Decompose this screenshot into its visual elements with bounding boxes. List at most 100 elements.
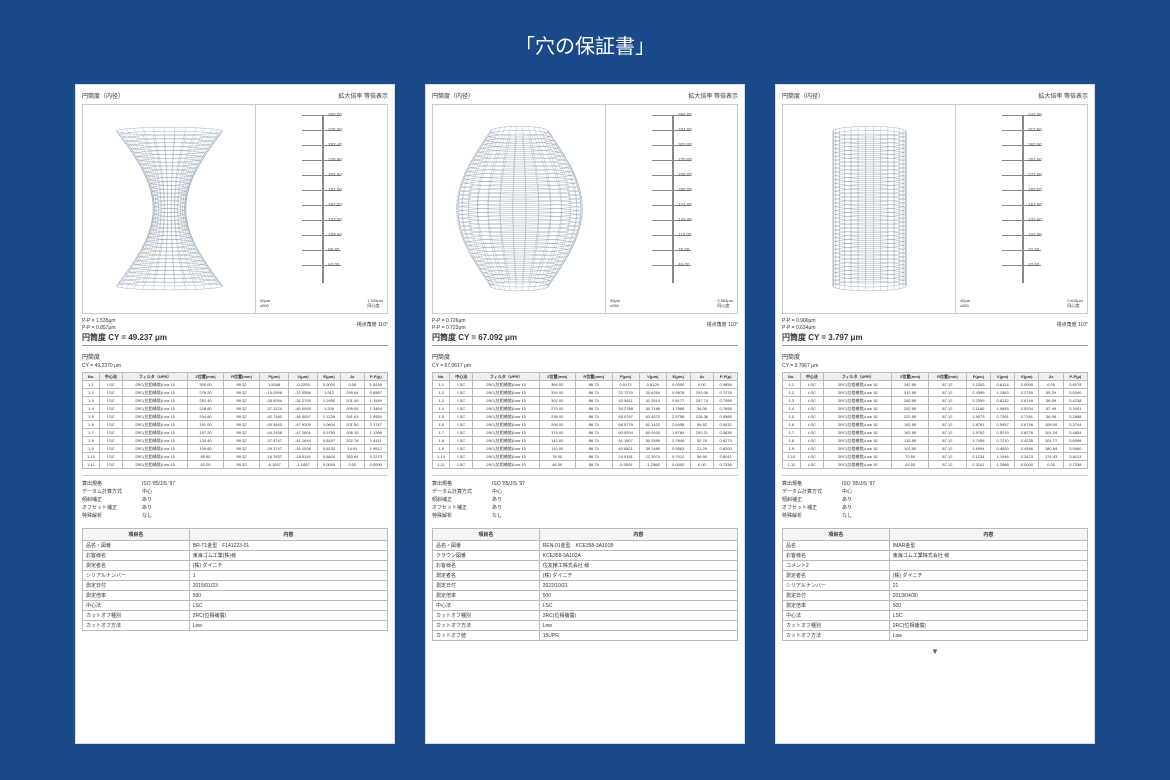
table-row: 1-3LSC2RC(位相補償)Low 15252.4089.32-28.9254… <box>83 397 388 405</box>
table-row: お客様名住友精工株式会社 様 <box>433 561 738 571</box>
table-row: 1-11LSC2RC(位相補償)Low 1546.0088.75-0.3029-… <box>433 461 738 469</box>
table-row: カットオフ値15UPR <box>433 631 738 641</box>
cylindricity-main: 円筒度 CY = 49.237 μm <box>82 332 388 346</box>
table-row: 1-7LSC2RC(位相補償)Low 15174.0088.7560.52046… <box>433 429 738 437</box>
table-row: クラウン図番KCE358-3A102A <box>433 551 738 561</box>
table-row: 1-1LSC2RC(位相補償)Low 15366.0088.750.51720.… <box>433 381 738 389</box>
table-row: 1-8LSC2RC(位相補償)Low 15142.0088.7551.15075… <box>433 437 738 445</box>
cy-sub: CY = 49.2370 μm <box>82 363 388 369</box>
table-row: 測定日付2022/10/21 <box>433 581 738 591</box>
shape-diagram <box>783 105 956 313</box>
doc-type-label: 円筒度（内径） <box>82 91 124 100</box>
table-row: 1-11LSC2RC(位相補償)Low 1562.0089.32-6.1057-… <box>83 461 388 469</box>
table-row: 1-10LSC2RC(位相補償)Low 1572.5087.122.12341.… <box>783 453 1088 461</box>
table-row: 中心法LSC <box>83 601 388 611</box>
table-row: 測定者名(株) ダイニチ <box>83 561 388 571</box>
table-row: カットオフ方法Low <box>83 621 388 631</box>
table-row: 1-8LSC2RC(位相補償)Low 15133.4089.32-37.5747… <box>83 437 388 445</box>
table-row: 測定倍率500 <box>783 601 1088 611</box>
info-table: 項目名内容品名・図番REN-01金型 KCE358-3A101Bクラウン図番KC… <box>432 528 738 641</box>
table-row: 測定倍率500 <box>433 591 738 601</box>
table-row: 1-4LSC2RC(位相補償)Low 15270.0088.7554.27885… <box>433 405 738 413</box>
spec-block: 算出規格ISO '85/JIS '97データム計算方式中心傾斜補正ありオフセット… <box>782 475 1088 520</box>
section-title: 円筒度 <box>82 352 388 361</box>
table-row: 1-8LSC2RC(位相補償)Low 15132.5087.121.74560.… <box>783 437 1088 445</box>
table-row: 1-2LSC2RC(位相補償)Low 15276.2089.32-15.0396… <box>83 389 388 397</box>
scroll-down-icon: ▼ <box>782 647 1088 656</box>
table-row: 測定日付2015/01/23 <box>83 581 388 591</box>
pp-values: P-P = 0.726μmP-P = 0.723μm視点角度 110° <box>432 318 738 329</box>
table-row: 1-4LSC2RC(位相補償)Low 15252.5087.122.11801.… <box>783 405 1088 413</box>
cylindricity-main: 円筒度 CY = 3.797 μm <box>782 332 1088 346</box>
table-row: 1-6LSC2RC(位相補償)Low 15206.0088.7566.57796… <box>433 421 738 429</box>
measurement-table: No.中心法フィルタ（UPR）Z位置(mm)R位置(mm)P(μm)V(μm)E… <box>782 372 1088 469</box>
table-row: 1-1LSC2RC(位相補償)Low 15300.0089.321.5068-0… <box>83 381 388 389</box>
table-row: カットオフ方法Low <box>433 621 738 631</box>
pp-values: P-P = 0.900μmP-P = 0.634μm視点角度 110° <box>782 318 1088 329</box>
table-row: 1-9LSC2RC(位相補償)Low 15109.6089.32-29.3747… <box>83 445 388 453</box>
section-title: 円筒度 <box>782 352 1088 361</box>
table-row: 1-3LSC2RC(位相補償)Low 15282.5087.122.23590.… <box>783 397 1088 405</box>
table-row: 測定倍率500 <box>83 591 388 601</box>
section-title: 円筒度 <box>432 352 738 361</box>
table-row: 1-10LSC2RC(位相補償)Low 1578.0088.7524.91812… <box>433 453 738 461</box>
report-doc-1: 円筒度（内径） 拡大倍率 等倍表示 300.00276.20252.40228.6… <box>75 84 395 744</box>
doc-type-label: 円筒度（内径） <box>782 91 824 100</box>
table-row: カットオフ種別2RC(位相補償) <box>83 611 388 621</box>
spec-block: 算出規格ISO '85/JIS '97データム計算方式中心傾斜補正ありオフセット… <box>82 475 388 520</box>
table-row: お客様名東海ゴム工業(株)様 <box>83 551 388 561</box>
gauge-axis: 342.50312.50282.50252.50222.50192.50162.… <box>956 105 1087 313</box>
spec-block: 算出規格ISO '85/JIS '97データム計算方式中心傾斜補正ありオフセット… <box>432 475 738 520</box>
cylindricity-main: 円筒度 CY = 67.092 μm <box>432 332 738 346</box>
cy-sub: CY = 67.0617 μm <box>432 363 738 369</box>
cy-sub: CY = 3.7067 μm <box>782 363 1088 369</box>
doc-type-label: 円筒度（内径） <box>432 91 474 100</box>
doc-scale-label: 拡大倍率 等倍表示 <box>338 91 388 100</box>
table-row: 中心法LSC <box>783 611 1088 621</box>
table-row: 1-7LSC2RC(位相補償)Low 15157.2089.32-44.2458… <box>83 429 388 437</box>
table-row: 測定者名(株) ダイニチ <box>783 571 1088 581</box>
table-row: 品名・図番REN-01金型 KCE358-3A101B <box>433 541 738 551</box>
table-row: シリアルナンバー1 <box>83 571 388 581</box>
table-row: 1-5LSC2RC(位相補償)Low 15204.8089.32-42.7183… <box>83 413 388 421</box>
table-row: 中心法LSC <box>433 601 738 611</box>
table-row: 1-9LSC2RC(位相補償)Low 15102.5087.121.60940.… <box>783 445 1088 453</box>
info-table: 項目名内容品名・図番BR-T1金型 F141223-01お客様名東海ゴム工業(株… <box>82 528 388 631</box>
table-row: 1-10LSC2RC(位相補償)Low 1585.8089.32-16.7537… <box>83 453 388 461</box>
shape-diagram <box>83 105 256 313</box>
gauge-axis: 300.00276.20252.40228.60204.80181.00157.… <box>256 105 387 313</box>
gauge-axis: 366.00334.00302.00270.00238.00206.00174.… <box>606 105 737 313</box>
table-row: 1-6LSC2RC(位相補償)Low 15192.5087.121.87610.… <box>783 421 1088 429</box>
table-row: コメント2 <box>783 561 1088 571</box>
measurement-table: No.中心法フィルタ（UPR）Z位置(mm)R位置(mm)P(μm)V(μm)E… <box>82 372 388 469</box>
measurement-table: No.中心法フィルタ（UPR）Z位置(mm)R位置(mm)P(μm)V(μm)E… <box>432 372 738 469</box>
table-row: 測定日付2013/04/30 <box>783 591 1088 601</box>
table-row: カットオフ方法Low <box>783 631 1088 641</box>
table-row: 測定者名(株) ダイニチ <box>433 571 738 581</box>
table-row: 品名・図番BR-T1金型 F141223-01 <box>83 541 388 551</box>
table-row: カットオフ種別2RC(位相補償) <box>783 621 1088 631</box>
table-row: カットオフ種別2RC(位相補償) <box>433 611 738 621</box>
table-row: 1-5LSC2RC(位相補償)Low 15238.0088.7565.07976… <box>433 413 738 421</box>
pp-values: P-P = 1.535μmP-P = 0.857μm視点角度 110° <box>82 318 388 329</box>
table-row: 1-7LSC2RC(位相補償)Low 15162.5087.121.97620.… <box>783 429 1088 437</box>
table-row: 1-1LSC2RC(位相補償)Low 15342.5087.121.22030.… <box>783 381 1088 389</box>
page-title: 「穴の保証書」 <box>0 0 1170 84</box>
table-row: 1-5LSC2RC(位相補償)Low 15222.5087.121.90730.… <box>783 413 1088 421</box>
table-row: 1-6LSC2RC(位相補償)Low 15181.0089.32-45.5463… <box>83 421 388 429</box>
table-row: 1-2LSC2RC(位相補償)Low 15334.0088.7522.72702… <box>433 389 738 397</box>
report-doc-3: 円筒度（内径） 拡大倍率 等倍表示 342.50312.50282.50252.5… <box>775 84 1095 744</box>
report-doc-2: 円筒度（内径） 拡大倍率 等倍表示 366.00334.00302.00270.0… <box>425 84 745 744</box>
shape-diagram <box>433 105 606 313</box>
table-row: お客様名東海ゴム工業株式会社 様 <box>783 551 1088 561</box>
table-row: 品名IMAR金型 <box>783 541 1088 551</box>
table-row: 1-3LSC2RC(位相補償)Low 15302.0088.7542.56114… <box>433 397 738 405</box>
info-table: 項目名内容品名IMAR金型お客様名東海ゴム工業株式会社 様コメント2測定者名(株… <box>782 528 1088 641</box>
doc-scale-label: 拡大倍率 等倍表示 <box>688 91 738 100</box>
doc-scale-label: 拡大倍率 等倍表示 <box>1038 91 1088 100</box>
documents-row: 円筒度（内径） 拡大倍率 等倍表示 300.00276.20252.40228.6… <box>0 84 1170 744</box>
table-row: 1-11LSC2RC(位相補償)Low 1542.5087.122.32411.… <box>783 461 1088 469</box>
table-row: 1-2LSC2RC(位相補償)Low 15312.5087.122.43991.… <box>783 389 1088 397</box>
table-row: 1-9LSC2RC(位相補償)Low 15110.0088.7540.68213… <box>433 445 738 453</box>
table-row: シリアルナンバー21 <box>783 581 1088 591</box>
